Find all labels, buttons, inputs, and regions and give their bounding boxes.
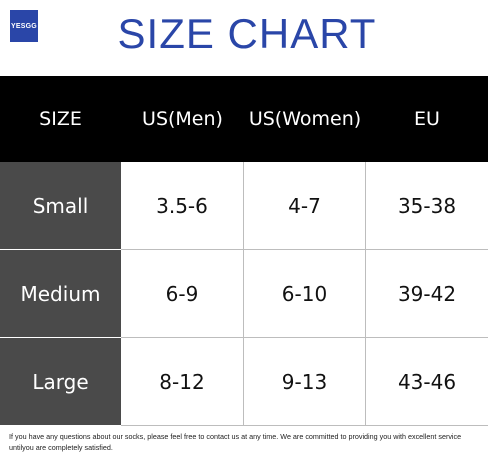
- size-chart-table: SIZE US(Men) US(Women) EU Small 3.5-6 4-…: [0, 76, 488, 426]
- cell-medium-us-women: 6-10: [244, 250, 366, 338]
- cell-medium-eu: 39-42: [366, 250, 488, 338]
- header-us-women: US(Women): [244, 76, 366, 162]
- brand-logo: YESGG: [10, 10, 38, 42]
- cell-large-us-men: 8-12: [121, 338, 244, 426]
- cell-medium-us-men: 6-9: [121, 250, 244, 338]
- row-label-large: Large: [0, 338, 121, 426]
- header-eu: EU: [366, 76, 488, 162]
- footer-note: If you have any questions about our sock…: [9, 432, 462, 452]
- row-label-small: Small: [0, 162, 121, 250]
- cell-small-us-men: 3.5-6: [121, 162, 244, 250]
- cell-large-eu: 43-46: [366, 338, 488, 426]
- cell-large-us-women: 9-13: [244, 338, 366, 426]
- page-title: SIZE CHART: [117, 10, 377, 57]
- row-label-medium: Medium: [0, 250, 121, 338]
- cell-small-eu: 35-38: [366, 162, 488, 250]
- cell-small-us-women: 4-7: [244, 162, 366, 250]
- header-size: SIZE: [0, 76, 121, 162]
- header-us-men: US(Men): [121, 76, 244, 162]
- brand-logo-text: YESGG: [11, 22, 37, 30]
